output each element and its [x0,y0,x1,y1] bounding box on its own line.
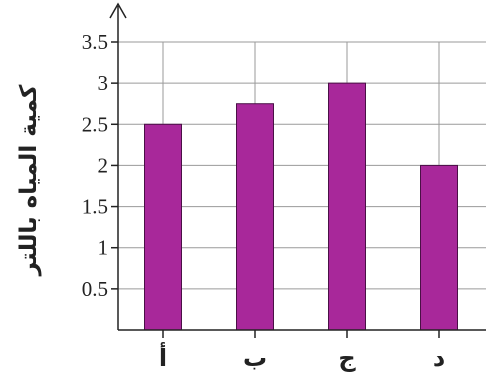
x-tick-label: أ [159,342,167,372]
y-tick-label: 3.5 [82,30,108,54]
y-axis-arrow [109,2,127,19]
y-tick-label: 2 [98,153,109,177]
axes [109,2,486,331]
x-tick-label: د [433,344,445,372]
bar-1 [144,123,182,331]
y-tick-label: 0.5 [82,277,108,301]
y-tick-labels: 0.5 1 1.5 2 2.5 3 3.5 [82,30,118,301]
bar-4 [420,164,458,331]
bar-2 [236,103,274,331]
x-tick-label: ب [243,344,267,372]
bars [144,82,458,331]
y-tick-label: 2.5 [82,112,108,136]
bar-3 [328,82,366,331]
y-tick-label: 1 [98,236,109,260]
y-tick-label: 1.5 [82,195,108,219]
y-axis-title: كمية المياه باللتر [16,84,42,276]
x-tick-label: ج [338,344,356,372]
y-tick-label: 3 [98,71,109,95]
